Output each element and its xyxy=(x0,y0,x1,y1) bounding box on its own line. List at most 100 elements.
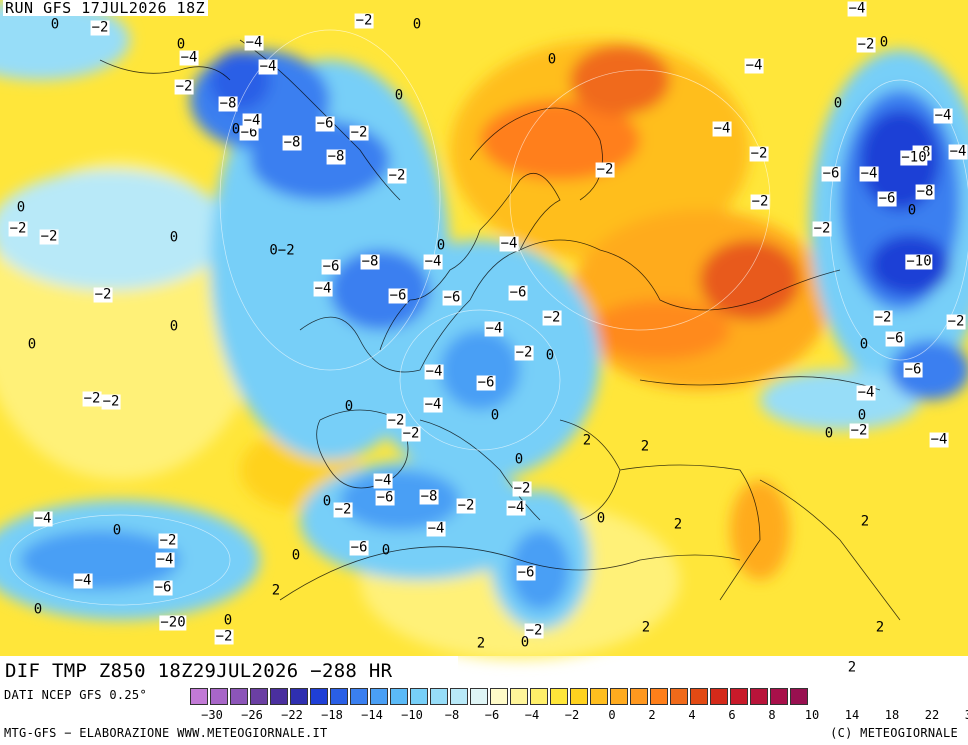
scale-swatch xyxy=(230,688,248,705)
scale-swatch xyxy=(510,688,528,705)
contour-label: −2 xyxy=(750,193,770,210)
contour-label: 0 xyxy=(859,336,869,353)
contour-label: −4 xyxy=(313,280,333,297)
scale-swatch xyxy=(330,688,348,705)
contour-label: −6 xyxy=(476,374,496,391)
contour-label: −4 xyxy=(258,58,278,75)
contour-label: 2 xyxy=(860,513,870,530)
contour-label: 0 xyxy=(907,202,917,219)
contour-label: −2 xyxy=(101,393,121,410)
scale-swatch xyxy=(430,688,448,705)
scale-swatch xyxy=(670,688,688,705)
scale-swatch xyxy=(190,688,208,705)
contour-label: −8 xyxy=(360,253,380,270)
scale-tick-label: 2 xyxy=(648,708,656,722)
contour-label: −4 xyxy=(73,572,93,589)
credits: MTG-GFS − ELABORAZIONE WWW.METEOGIORNALE… xyxy=(4,726,328,740)
contour-label: −6 xyxy=(903,361,923,378)
contour-label: −2 xyxy=(512,480,532,497)
contour-label: −2 xyxy=(946,313,966,330)
scale-swatch xyxy=(630,688,648,705)
scale-swatch xyxy=(310,688,328,705)
contour-label: −6 xyxy=(388,287,408,304)
scale-swatch xyxy=(450,688,468,705)
contour-label: −2 xyxy=(93,286,113,303)
copyright: (C) METEOGIORNALE xyxy=(830,726,958,740)
contour-label: 2 xyxy=(582,432,592,449)
contour-label: 0 xyxy=(381,542,391,559)
contour-label: 2 xyxy=(673,516,683,533)
scale-swatch xyxy=(790,688,808,705)
contour-label: −6 xyxy=(375,489,395,506)
contour-label: −2 xyxy=(514,344,534,361)
contour-label: −6 xyxy=(508,284,528,301)
contour-label: 0 xyxy=(33,601,43,618)
scale-tick-label: −6 xyxy=(484,708,500,722)
contour-label: −4 xyxy=(423,253,443,270)
scale-tick-label: 14 xyxy=(844,708,860,722)
contour-label: 0 xyxy=(514,451,524,468)
contour-label: −4 xyxy=(244,34,264,51)
scale-tick-label: 6 xyxy=(728,708,736,722)
contour-label: −6 xyxy=(239,124,259,141)
scale-tick-label: −10 xyxy=(401,708,423,722)
scale-tick-label: 4 xyxy=(688,708,696,722)
color-scale-ticks: −30 −26 −22 −18 −14 −10 −8 −6 −4 −2 0 2 4 6 8 10 14 18 22 3… xyxy=(190,708,968,724)
contour-label: −2 xyxy=(90,19,110,36)
contour-label: −2 xyxy=(386,412,406,429)
scale-tick-label: −18 xyxy=(321,708,343,722)
contour-label: 2 xyxy=(476,635,486,652)
contour-label: 0 xyxy=(291,547,301,564)
contour-label: −4 xyxy=(499,235,519,252)
scale-tick-label: 0 xyxy=(608,708,616,722)
scale-tick-label: −14 xyxy=(361,708,383,722)
anomaly-field xyxy=(0,0,968,660)
contour-label: −4 xyxy=(373,472,393,489)
scale-tick-label: 8 xyxy=(768,708,776,722)
contour-label: 0 xyxy=(879,34,889,51)
data-source: DATI NCEP GFS 0.25° xyxy=(4,688,147,702)
contour-label: −6 xyxy=(315,115,335,132)
contour-label: 2 xyxy=(271,582,281,599)
contour-label: −2 xyxy=(158,532,178,549)
scale-swatch xyxy=(390,688,408,705)
contour-label: −6 xyxy=(349,539,369,556)
scale-tick-label: 22 xyxy=(924,708,940,722)
contour-label: 0 xyxy=(520,634,530,651)
contour-label: −4 xyxy=(33,510,53,527)
field-title: DIF TMP Z850 18Z29JUL2026 −288 HR xyxy=(5,660,393,682)
color-scale xyxy=(190,688,810,707)
contour-label: −4 xyxy=(424,363,444,380)
scale-swatch xyxy=(610,688,628,705)
contour-label: 0 xyxy=(344,398,354,415)
contour-label: −2 xyxy=(333,501,353,518)
contour-label: −8 xyxy=(218,95,238,112)
contour-label: −2 xyxy=(456,497,476,514)
contour-label: 0 xyxy=(436,237,446,254)
contour-label: −2 xyxy=(749,145,769,162)
contour-label: −8 xyxy=(915,183,935,200)
scale-swatch xyxy=(410,688,428,705)
scale-tick-label: −30 xyxy=(201,708,223,722)
contour-label: −2 xyxy=(8,220,28,237)
scale-tick-label: 18 xyxy=(884,708,900,722)
contour-label: 0 xyxy=(27,336,37,353)
contour-label: −2 xyxy=(873,309,893,326)
scale-swatch xyxy=(570,688,588,705)
contour-label: 0 xyxy=(824,425,834,442)
scale-tick-label: 10 xyxy=(804,708,820,722)
contour-label: −4 xyxy=(179,49,199,66)
contour-label: 0 xyxy=(545,347,555,364)
field-title-box xyxy=(0,656,458,684)
scale-swatch xyxy=(270,688,288,705)
contour-label: 0 xyxy=(857,407,867,424)
scale-swatch xyxy=(730,688,748,705)
contour-label: −4 xyxy=(859,165,879,182)
contour-label: 0 xyxy=(322,493,332,510)
contour-label: −8 xyxy=(419,488,439,505)
contour-label: 0 xyxy=(547,51,557,68)
contour-label: 0 xyxy=(223,612,233,629)
contour-label: −2 xyxy=(387,167,407,184)
